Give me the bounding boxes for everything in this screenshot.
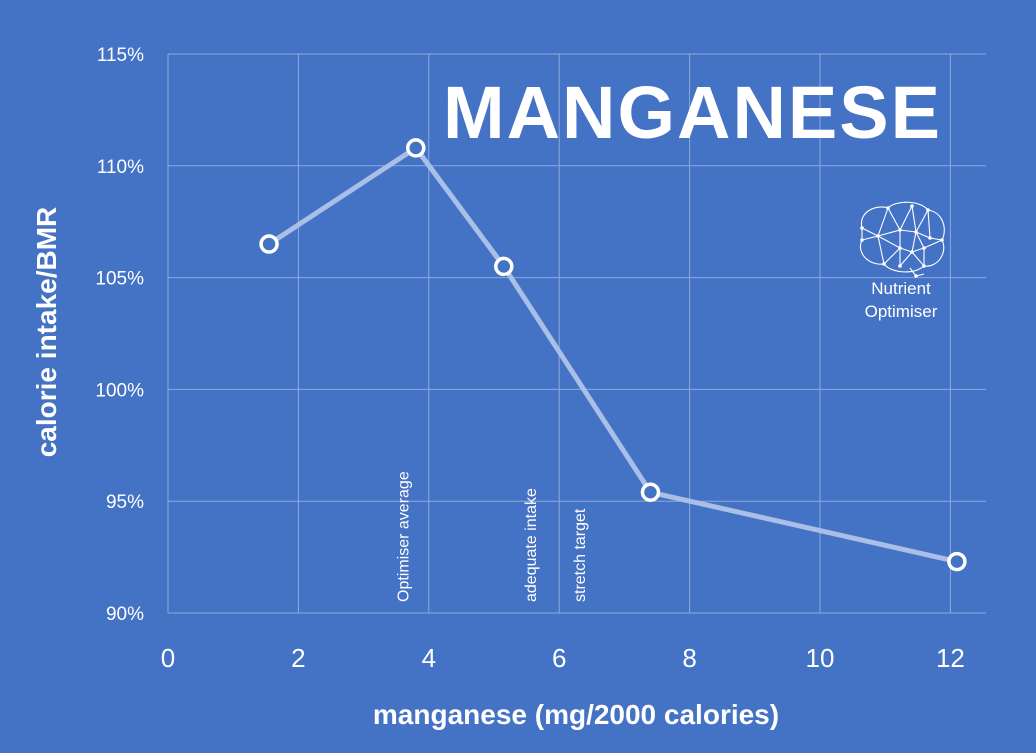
brain-icon (860, 201, 945, 278)
y-axis-title: calorie intake/BMR (31, 207, 62, 458)
data-point (406, 138, 426, 158)
chart-title: MANGANESE (443, 71, 942, 154)
grid (167, 53, 986, 614)
x-tick-label: 6 (552, 643, 566, 673)
y-tick-label: 95% (106, 492, 144, 513)
y-tick-label: 105% (95, 269, 144, 290)
reference-lines: Optimiser average adequate intake stretch … (396, 471, 589, 602)
data-point (494, 256, 514, 277)
x-tick-label: 2 (291, 643, 305, 673)
logo-text-line2: Optimiser (865, 302, 938, 321)
y-tick-label: 90% (106, 604, 144, 625)
x-tick-label: 8 (682, 643, 696, 673)
y-tick-label: 115% (97, 45, 144, 66)
ticks: 90% 95% 100% 105% 110% 115% 0 2 4 6 8 10 12 (95, 45, 964, 673)
y-tick-label: 110% (97, 157, 144, 178)
reference-line-label: stretch target (572, 508, 589, 602)
data-point (640, 482, 661, 503)
series (259, 138, 967, 572)
x-tick-label: 10 (806, 643, 835, 673)
x-tick-label: 12 (936, 643, 965, 673)
x-tick-label: 0 (161, 643, 175, 673)
x-axis-title: manganese (mg/2000 calories) (373, 699, 779, 730)
reference-line-label: Optimiser average (396, 471, 413, 602)
series-line (266, 145, 960, 565)
logo-text-line1: Nutrient (871, 279, 931, 298)
logo: Nutrient Optimiser (860, 201, 945, 321)
data-point (947, 551, 967, 572)
data-point (259, 234, 279, 254)
reference-line-label: adequate intake (523, 488, 540, 602)
y-tick-label: 100% (95, 380, 144, 401)
x-tick-label: 4 (422, 643, 436, 673)
